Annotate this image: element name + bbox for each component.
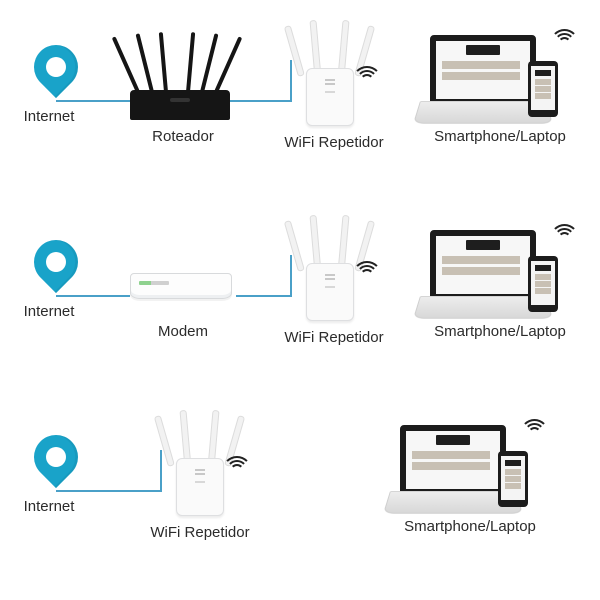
repeater-icon [280, 20, 380, 130]
connector [56, 490, 162, 492]
devices-label: Smartphone/Laptop [390, 518, 550, 535]
repeater-icon [150, 410, 250, 520]
repeater-label: WiFi Repetidor [140, 524, 260, 541]
repeater-label: WiFi Repetidor [274, 329, 394, 346]
internet-label: Internet [14, 108, 84, 125]
modem-icon [120, 255, 240, 305]
devices-label: Smartphone/Laptop [420, 323, 580, 340]
row-1: Internet Roteador WiFi Repetidor [0, 0, 600, 200]
smartphone-icon [528, 256, 558, 312]
router-label: Roteador [138, 128, 228, 145]
internet-label: Internet [14, 303, 84, 320]
internet-pin-icon [34, 240, 78, 284]
internet-pin-icon [34, 435, 78, 479]
smartphone-icon [528, 61, 558, 117]
laptop-icon [420, 230, 540, 320]
connector [56, 295, 130, 297]
modem-label: Modem [138, 323, 228, 340]
internet-pin-icon [34, 45, 78, 89]
row-2: Internet Modem WiFi Repetidor Smartphone… [0, 195, 600, 395]
repeater-icon [280, 215, 380, 325]
router-icon [120, 30, 240, 120]
devices-icon [420, 220, 580, 330]
internet-label: Internet [14, 498, 84, 515]
smartphone-icon [498, 451, 528, 507]
laptop-icon [390, 425, 510, 515]
row-3: Internet WiFi Repetidor Smartphone/Lapto… [0, 390, 600, 590]
devices-label: Smartphone/Laptop [420, 128, 580, 145]
repeater-label: WiFi Repetidor [274, 134, 394, 151]
devices-icon [390, 415, 550, 525]
laptop-icon [420, 35, 540, 125]
devices-icon [420, 25, 580, 135]
